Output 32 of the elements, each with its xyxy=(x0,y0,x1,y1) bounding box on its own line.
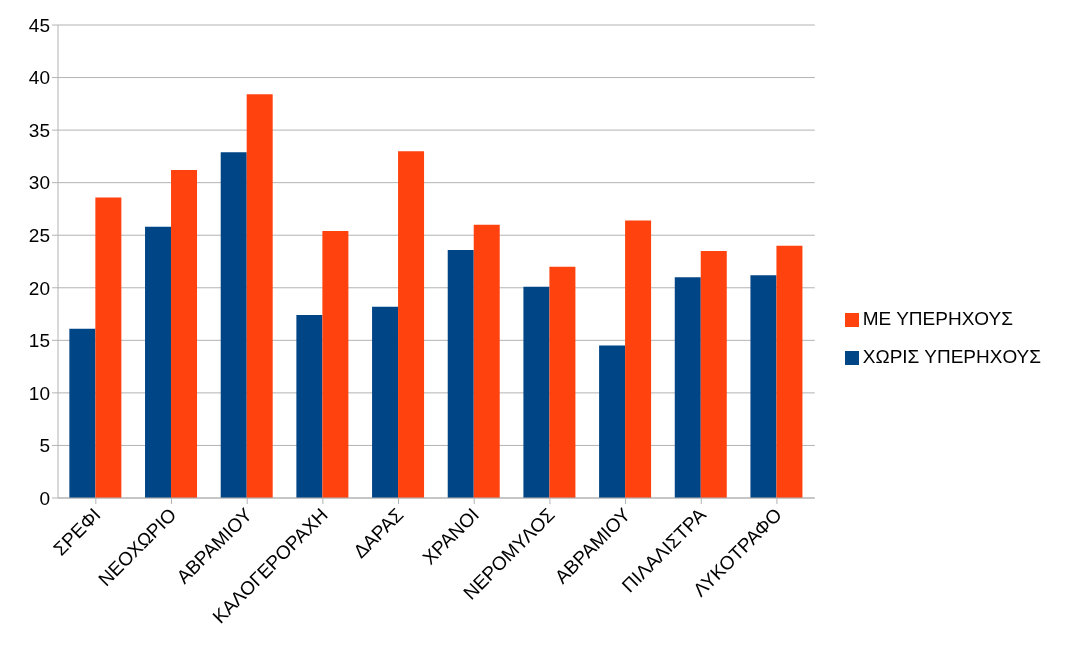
y-tick-label: 35 xyxy=(28,119,50,141)
bar xyxy=(372,306,399,498)
bar xyxy=(625,220,652,498)
y-tick-label: 20 xyxy=(28,277,50,299)
y-tick-label: 10 xyxy=(28,382,50,404)
bar xyxy=(296,315,323,498)
bar xyxy=(523,286,550,498)
bar xyxy=(95,197,122,498)
y-tick-label: 0 xyxy=(39,487,50,509)
bar xyxy=(145,226,172,498)
bar xyxy=(220,152,247,498)
bar xyxy=(171,170,198,498)
bar xyxy=(674,277,701,498)
y-tick-label: 25 xyxy=(28,224,50,246)
bar xyxy=(750,275,777,498)
bar xyxy=(322,231,349,498)
y-tick-label: 30 xyxy=(28,172,50,194)
bar xyxy=(473,224,500,498)
bar xyxy=(246,94,273,498)
y-tick-label: 5 xyxy=(39,435,50,457)
bar xyxy=(776,245,803,498)
y-tick-label: 40 xyxy=(28,67,50,89)
bar xyxy=(398,151,425,498)
bar xyxy=(599,345,626,498)
legend-label: ΧΩΡΙΣ ΥΠΕΡΗΧΟΥΣ xyxy=(862,346,1041,367)
bar xyxy=(69,328,96,498)
bar xyxy=(700,250,727,498)
bar xyxy=(447,249,474,498)
bar xyxy=(549,266,576,498)
legend-label: ΜΕ ΥΠΕΡΗΧΟΥΣ xyxy=(862,308,1013,329)
y-tick-label: 45 xyxy=(28,14,50,36)
y-tick-label: 15 xyxy=(28,330,50,352)
